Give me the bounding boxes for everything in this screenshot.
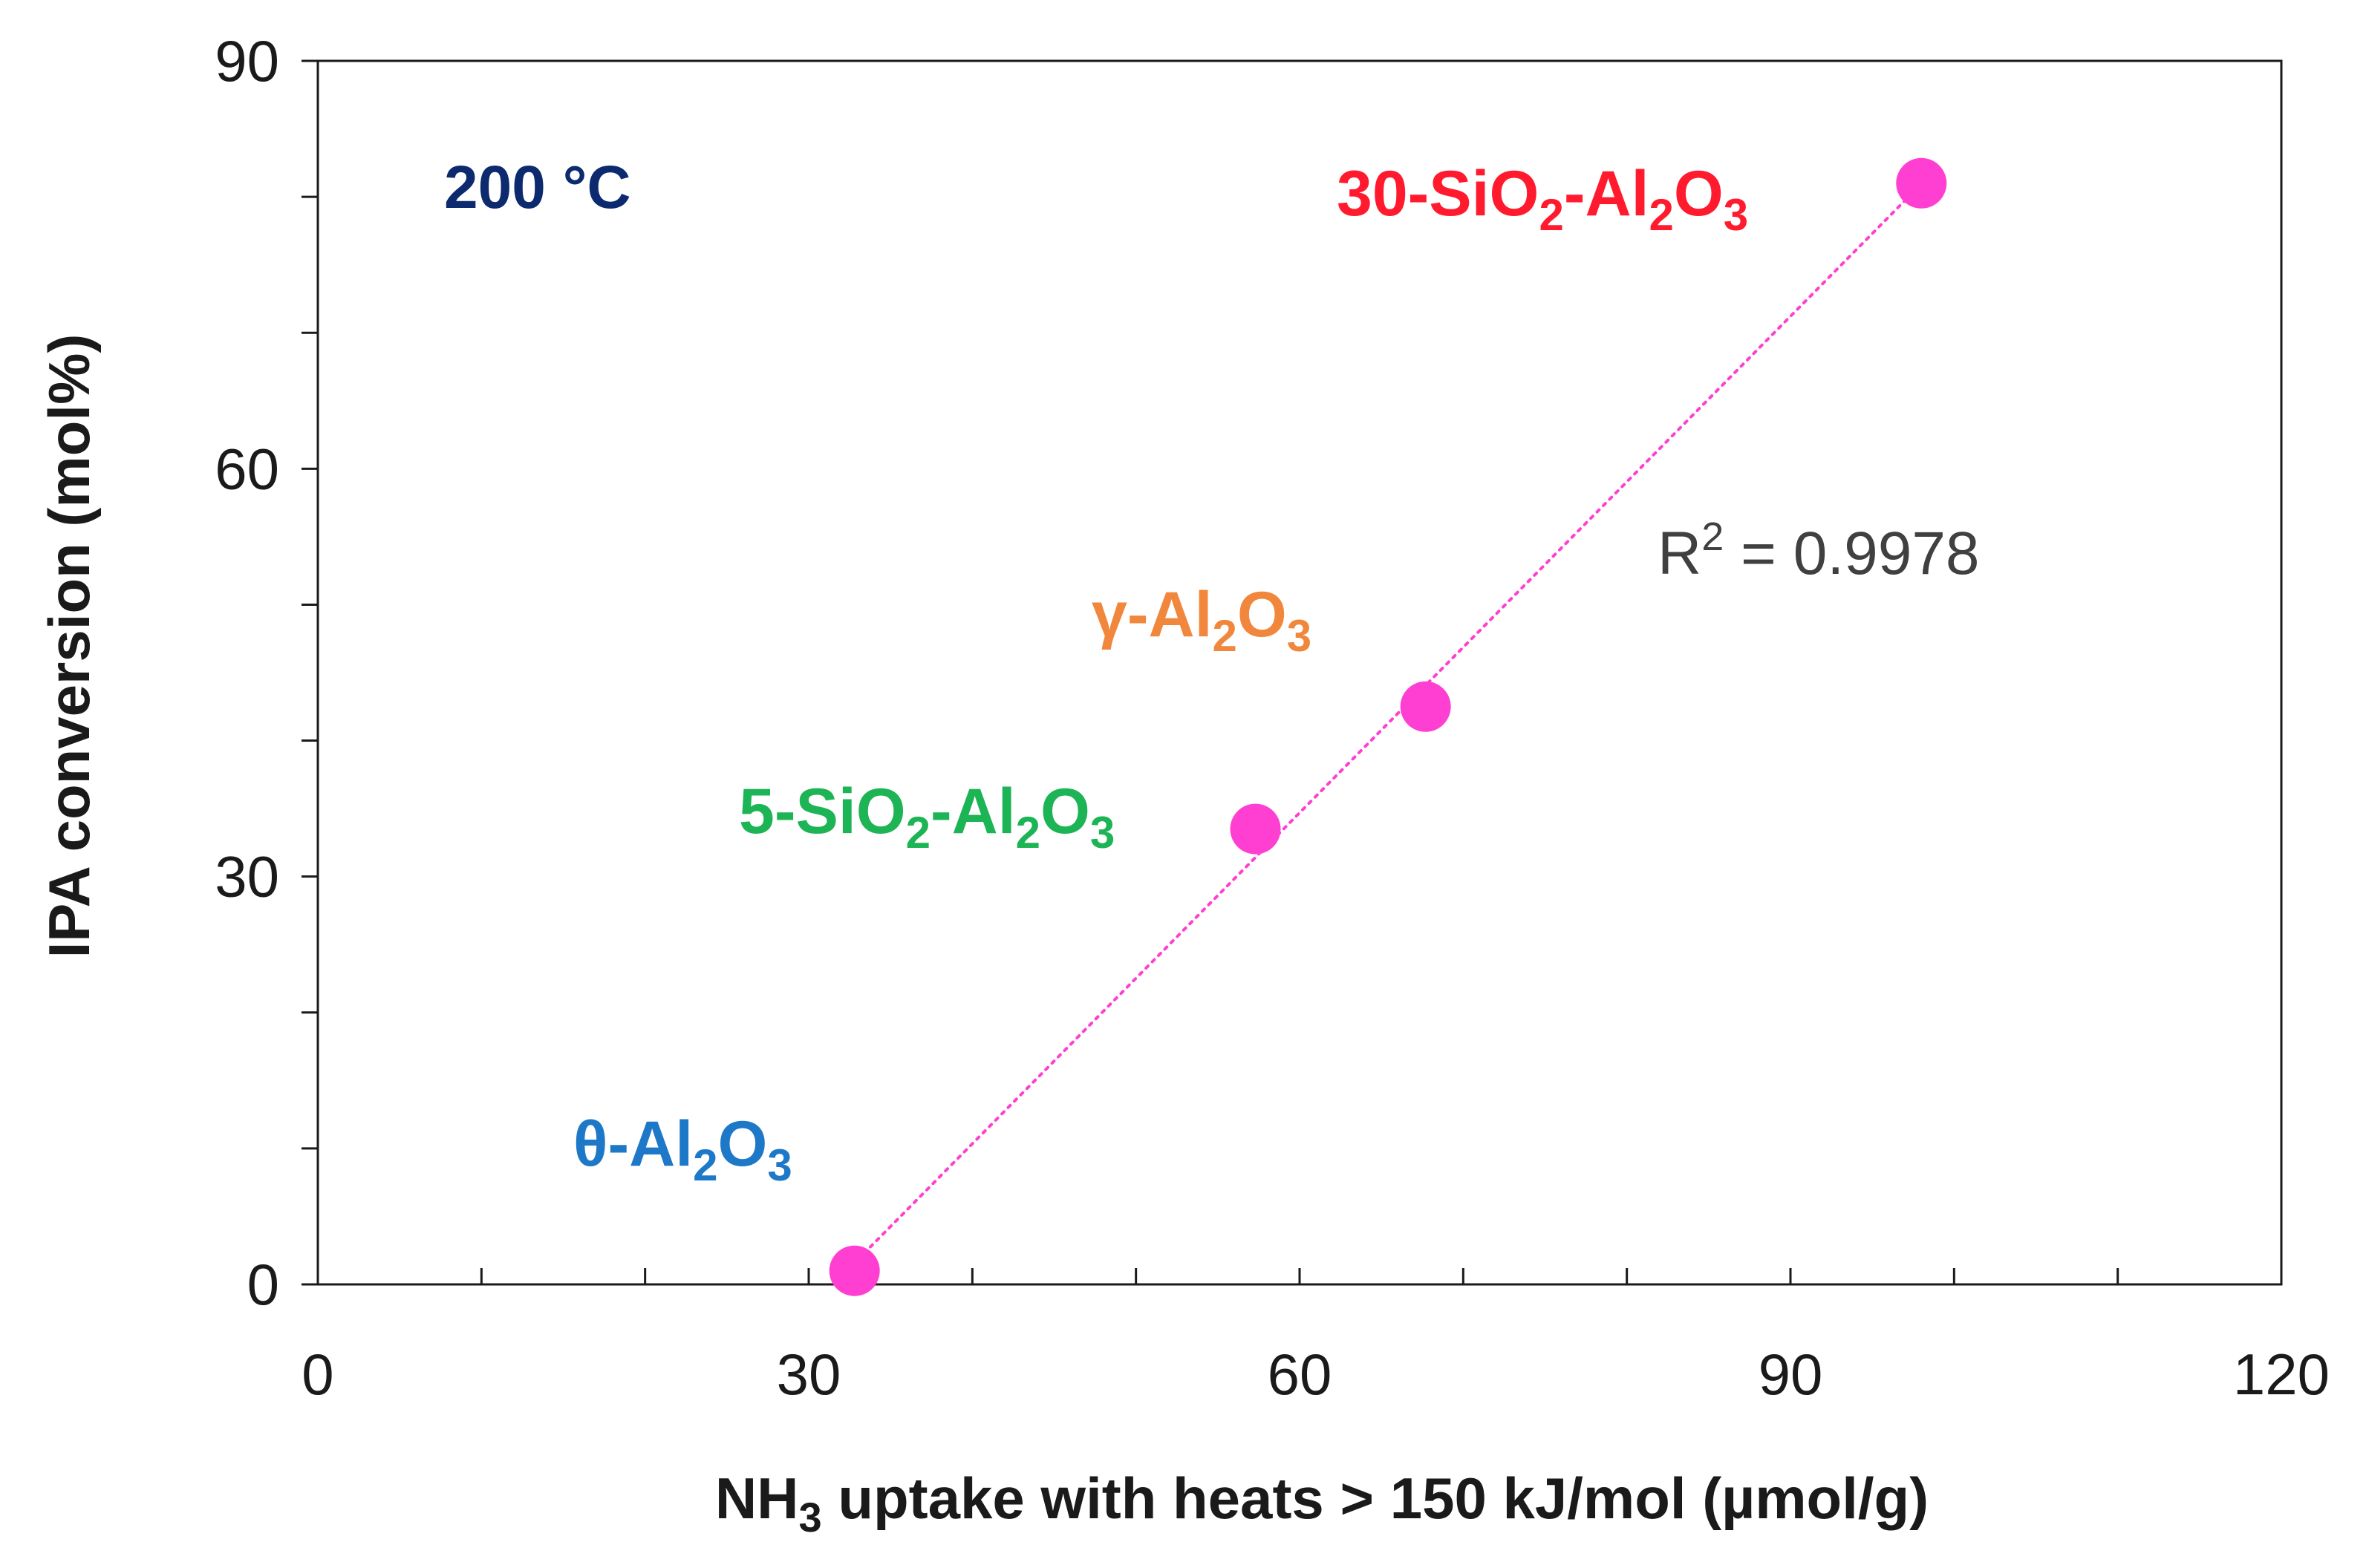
x-axis-title-pre: NH	[715, 1466, 799, 1531]
y-tick-label: 90	[215, 28, 279, 94]
y-axis-title: IPA conversion (mol%)	[36, 334, 102, 958]
point-label-part: O	[718, 1108, 768, 1180]
data-point-3	[1896, 157, 1947, 209]
point-label-0: θ-Al2O3	[573, 1108, 792, 1190]
condition-label: 200 °C	[444, 154, 631, 221]
x-axis-title-post: uptake with heats > 150 kJ/mol (µmol/g)	[822, 1466, 1929, 1531]
point-label-part: 3	[767, 1140, 792, 1190]
y-tick-label: 60	[215, 436, 279, 501]
r-squared-label: R2 = 0.9978	[1658, 514, 1980, 587]
point-label-part: 2	[693, 1140, 717, 1190]
point-label-2: γ-Al2O3	[1092, 579, 1311, 661]
x-tick-label: 0	[302, 1342, 333, 1407]
x-axis-title-sub: 3	[799, 1494, 822, 1541]
x-axis-title: NH3 uptake with heats > 150 kJ/mol (µmol…	[715, 1466, 1929, 1541]
point-label-part: θ-Al	[573, 1108, 693, 1180]
data-points	[829, 157, 1947, 1296]
plot-frame	[316, 59, 2283, 1286]
r-squared-sup: 2	[1701, 514, 1724, 559]
point-label-part: O	[1237, 579, 1287, 650]
point-label-part: -Al	[1564, 158, 1649, 229]
x-tick-label: 30	[777, 1342, 841, 1407]
trendline	[856, 182, 1923, 1261]
point-label-part: 2	[1539, 190, 1563, 240]
data-point-0	[829, 1245, 880, 1296]
x-tick-label: 120	[2233, 1342, 2330, 1407]
point-label-1: 5-SiO2-Al2O3	[739, 776, 1115, 858]
point-label-part: 30-SiO	[1337, 158, 1539, 229]
y-tick-label: 0	[247, 1252, 279, 1317]
point-label-part: 2	[906, 808, 931, 858]
point-label-part: O	[1674, 158, 1724, 229]
x-tick-label: 60	[1268, 1342, 1332, 1407]
point-label-part: O	[1040, 776, 1090, 847]
point-label-part: -Al	[931, 776, 1016, 847]
chart-axes	[316, 59, 2283, 1286]
trendline-group	[856, 182, 1923, 1261]
y-tick-label: 30	[215, 844, 279, 909]
r-squared-post: = 0.9978	[1724, 520, 1979, 587]
point-label-part: 3	[1287, 611, 1311, 661]
data-point-2	[1400, 681, 1451, 732]
point-label-part: 2	[1649, 190, 1673, 240]
x-tick-label: 90	[1759, 1342, 1823, 1407]
point-label-part: 2	[1212, 611, 1236, 661]
data-point-1	[1230, 803, 1281, 855]
chart-ticks: 0 30 60 90 0 30 60 90 120	[215, 28, 2330, 1407]
point-label-part: 2	[1016, 808, 1040, 858]
point-label-part: γ-Al	[1092, 579, 1212, 650]
point-label-part: 3	[1090, 808, 1115, 858]
r-squared-pre: R	[1658, 520, 1701, 587]
point-label-part: 3	[1724, 190, 1748, 240]
point-label-3: 30-SiO2-Al2O3	[1337, 158, 1748, 240]
point-label-part: 5-SiO	[739, 776, 906, 847]
